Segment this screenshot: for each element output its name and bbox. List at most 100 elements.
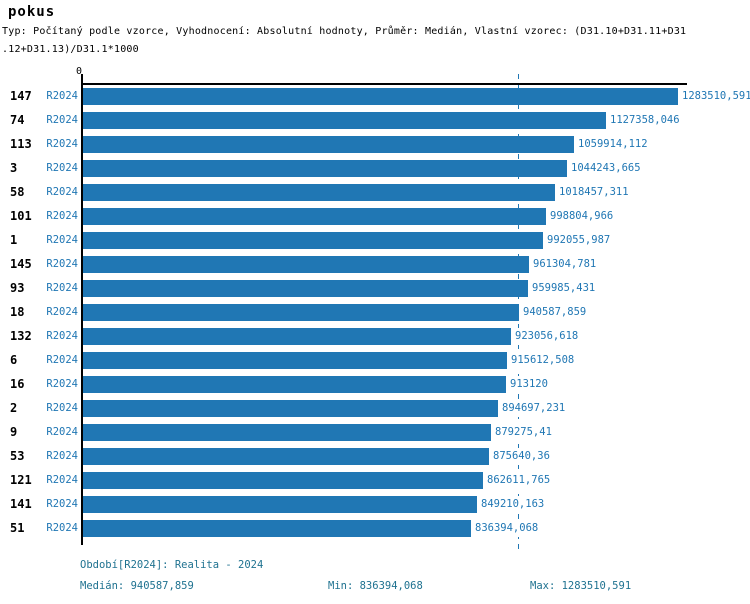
bar [83,136,574,153]
row-series-label: R2024 [46,522,78,534]
footer-median-label: Medián: 940587,859 [80,580,194,592]
bar [83,208,546,225]
bar-value-label: 862611,765 [486,472,552,489]
row-category-label: 51 [10,521,25,535]
y-axis-line [81,74,83,545]
bar-row: 16 R2024 913120 [0,376,750,393]
bar-row: 101 R2024 998804,966 [0,208,750,225]
axis-zero-tick-label: 0 [76,66,83,77]
bar-row: 51 R2024 836394,068 [0,520,750,537]
bar-value-label: 836394,068 [474,520,540,537]
bar [83,424,491,441]
row-category-label: 16 [10,377,25,391]
row-category-label: 3 [10,161,18,175]
row-series-label: R2024 [46,426,78,438]
bar-row: 74 R2024 1127358,046 [0,112,750,129]
top-axis-line [82,83,687,85]
bar-value-label: 1044243,665 [570,160,642,177]
bar-row: 121 R2024 862611,765 [0,472,750,489]
bar-row: 93 R2024 959985,431 [0,280,750,297]
row-series-label: R2024 [46,114,78,126]
row-category-label: 53 [10,449,25,463]
bar-row: 145 R2024 961304,781 [0,256,750,273]
row-series-label: R2024 [46,402,78,414]
row-category-label: 18 [10,305,25,319]
bar-value-label: 998804,966 [549,208,615,225]
row-series-label: R2024 [46,234,78,246]
footer-max-label: Max: 1283510,591 [530,580,632,592]
bar-value-label: 1283510,591 [681,88,750,105]
bar-value-label: 1127358,046 [609,112,681,129]
bar-row: 18 R2024 940587,859 [0,304,750,321]
bar [83,256,529,273]
footer-period-label: Období[R2024]: Realita - 2024 [80,559,264,571]
bar-value-label: 915612,508 [510,352,576,369]
row-series-label: R2024 [46,378,78,390]
row-category-label: 121 [10,473,32,487]
row-category-label: 145 [10,257,32,271]
bar-value-label: 894697,231 [501,400,567,417]
bar-row: 113 R2024 1059914,112 [0,136,750,153]
bar-row: 2 R2024 894697,231 [0,400,750,417]
bar-value-label: 913120 [509,376,549,393]
bar [83,352,507,369]
bar [83,232,543,249]
bar [83,520,471,537]
row-series-label: R2024 [46,474,78,486]
bar-value-label: 1059914,112 [577,136,649,153]
bar-value-label: 940587,859 [522,304,588,321]
bar-row: 141 R2024 849210,163 [0,496,750,513]
bar-value-label: 923056,618 [514,328,580,345]
page-title: pokus [8,4,56,20]
bar [83,328,511,345]
row-category-label: 2 [10,401,18,415]
row-category-label: 147 [10,89,32,103]
row-series-label: R2024 [46,330,78,342]
footer-min-label: Min: 836394,068 [328,580,423,592]
bar [83,400,498,417]
bar [83,88,678,105]
bar-value-label: 1018457,311 [558,184,630,201]
row-category-label: 101 [10,209,32,223]
row-series-label: R2024 [46,282,78,294]
row-series-label: R2024 [46,186,78,198]
row-category-label: 74 [10,113,25,127]
row-category-label: 6 [10,353,18,367]
chart-subtitle-line2: .12+D31.13)/D31.1*1000 [2,44,139,55]
bar [83,376,506,393]
bar [83,472,483,489]
row-series-label: R2024 [46,498,78,510]
chart-subtitle-line1: Typ: Počítaný podle vzorce, Vyhodnocení:… [2,26,687,37]
row-category-label: 1 [10,233,18,247]
bar-value-label: 879275,41 [494,424,553,441]
row-category-label: 58 [10,185,25,199]
bar-row: 6 R2024 915612,508 [0,352,750,369]
row-series-label: R2024 [46,354,78,366]
row-series-label: R2024 [46,138,78,150]
bar-row: 147 R2024 1283510,591 [0,88,750,105]
bar-value-label: 875640,36 [492,448,551,465]
row-category-label: 113 [10,137,32,151]
row-series-label: R2024 [46,210,78,222]
bar [83,496,477,513]
row-category-label: 93 [10,281,25,295]
bar-value-label: 992055,987 [546,232,612,249]
bar-row: 1 R2024 992055,987 [0,232,750,249]
row-category-label: 141 [10,497,32,511]
bar-row: 3 R2024 1044243,665 [0,160,750,177]
row-series-label: R2024 [46,258,78,270]
row-series-label: R2024 [46,450,78,462]
row-series-label: R2024 [46,306,78,318]
bar-row: 132 R2024 923056,618 [0,328,750,345]
bar [83,112,606,129]
bar-value-label: 961304,781 [532,256,598,273]
bar-row: 9 R2024 879275,41 [0,424,750,441]
row-category-label: 132 [10,329,32,343]
bar-row: 53 R2024 875640,36 [0,448,750,465]
bar-value-label: 959985,431 [531,280,597,297]
bar [83,160,567,177]
row-series-label: R2024 [46,90,78,102]
bar [83,184,555,201]
